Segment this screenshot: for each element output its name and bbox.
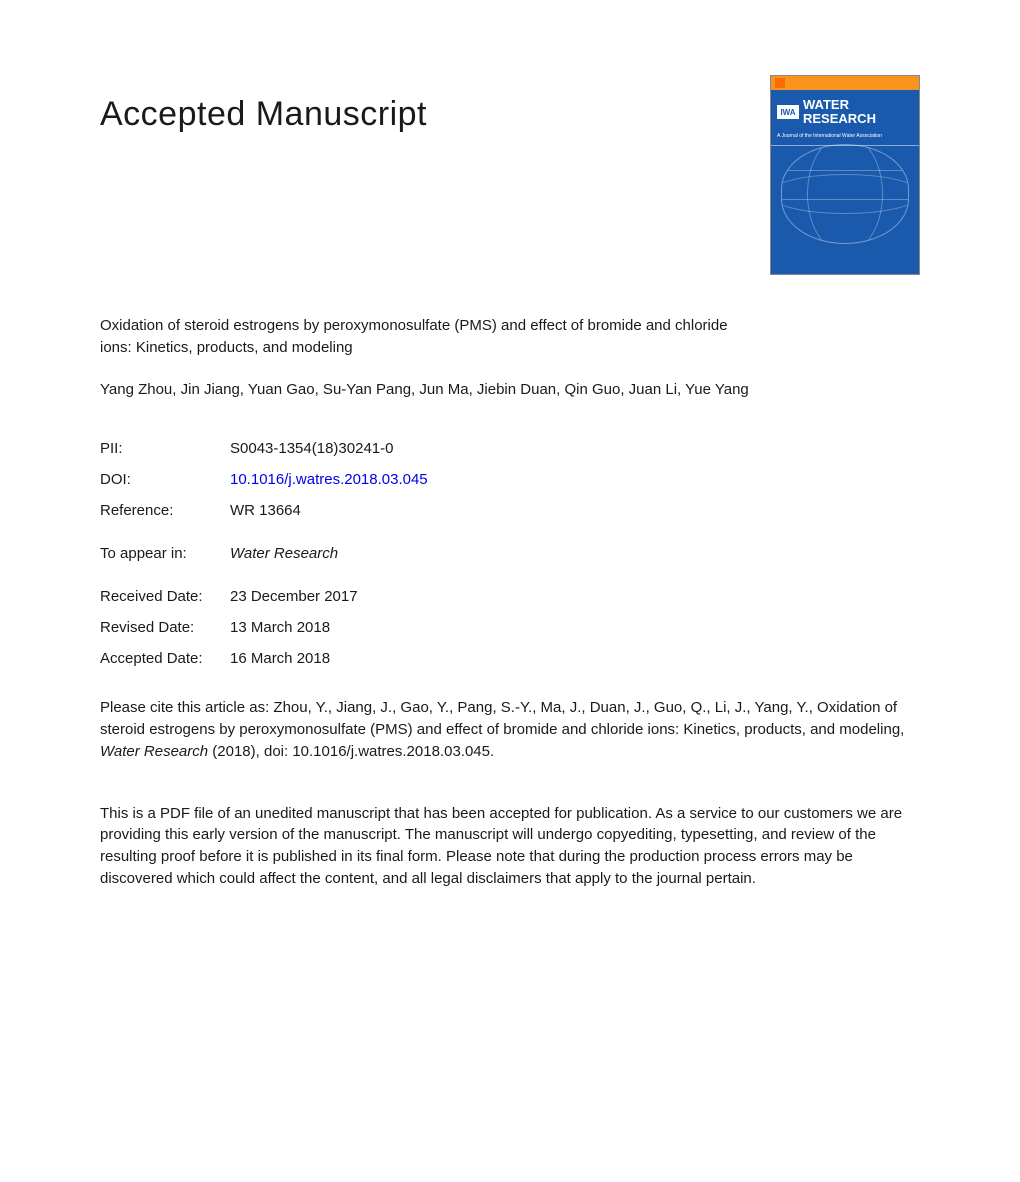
meta-value-reference: WR 13664 xyxy=(230,502,301,519)
meta-value-appear: Water Research xyxy=(230,545,338,562)
meta-row-doi: DOI: 10.1016/j.watres.2018.03.045 xyxy=(100,471,920,488)
meta-row-accepted: Accepted Date: 16 March 2018 xyxy=(100,650,920,667)
meta-label-appear: To appear in: xyxy=(100,545,230,562)
meta-label-revised: Revised Date: xyxy=(100,619,230,636)
citation-text: Please cite this article as: Zhou, Y., J… xyxy=(100,697,920,762)
article-title: Oxidation of steroid estrogens by peroxy… xyxy=(100,315,750,359)
header-row: Accepted Manuscript IWA WATER RESEARCH A… xyxy=(100,95,920,275)
citation-suffix: (2018), doi: 10.1016/j.watres.2018.03.04… xyxy=(208,743,494,760)
cover-journal-name-line1: WATER xyxy=(803,98,876,112)
meta-label-received: Received Date: xyxy=(100,588,230,605)
page-heading: Accepted Manuscript xyxy=(100,95,427,134)
meta-row-pii: PII: S0043-1354(18)30241-0 xyxy=(100,440,920,457)
meta-label-accepted: Accepted Date: xyxy=(100,650,230,667)
meta-value-received: 23 December 2017 xyxy=(230,588,358,605)
meta-row-received: Received Date: 23 December 2017 xyxy=(100,588,920,605)
cover-journal-name-line2: RESEARCH xyxy=(803,112,876,126)
cover-journal-name: WATER RESEARCH xyxy=(803,98,876,127)
manuscript-page: Accepted Manuscript IWA WATER RESEARCH A… xyxy=(0,0,1020,950)
article-authors: Yang Zhou, Jin Jiang, Yuan Gao, Su-Yan P… xyxy=(100,379,750,401)
article-title-block: Oxidation of steroid estrogens by peroxy… xyxy=(100,315,750,400)
meta-value-pii: S0043-1354(18)30241-0 xyxy=(230,440,393,457)
meta-label-reference: Reference: xyxy=(100,502,230,519)
elsevier-logo-icon xyxy=(775,78,785,88)
disclaimer-text: This is a PDF file of an unedited manusc… xyxy=(100,803,920,890)
meta-value-accepted: 16 March 2018 xyxy=(230,650,330,667)
meta-label-doi: DOI: xyxy=(100,471,230,488)
cover-title-block: IWA WATER RESEARCH xyxy=(771,90,919,131)
meta-row-reference: Reference: WR 13664 xyxy=(100,502,920,519)
citation-journal: Water Research xyxy=(100,743,208,760)
cover-top-bar xyxy=(771,76,919,90)
iwa-badge: IWA xyxy=(777,105,799,119)
citation-prefix: Please cite this article as: Zhou, Y., J… xyxy=(100,699,904,738)
journal-cover-thumbnail: IWA WATER RESEARCH A Journal of the Inte… xyxy=(770,75,920,275)
cover-globe-graphic xyxy=(781,144,909,244)
meta-row-appear: To appear in: Water Research xyxy=(100,545,920,562)
meta-row-revised: Revised Date: 13 March 2018 xyxy=(100,619,920,636)
doi-link[interactable]: 10.1016/j.watres.2018.03.045 xyxy=(230,471,428,488)
metadata-block-2: To appear in: Water Research xyxy=(100,545,920,562)
metadata-block-1: PII: S0043-1354(18)30241-0 DOI: 10.1016/… xyxy=(100,440,920,519)
meta-label-pii: PII: xyxy=(100,440,230,457)
metadata-block-3: Received Date: 23 December 2017 Revised … xyxy=(100,588,920,667)
meta-value-revised: 13 March 2018 xyxy=(230,619,330,636)
